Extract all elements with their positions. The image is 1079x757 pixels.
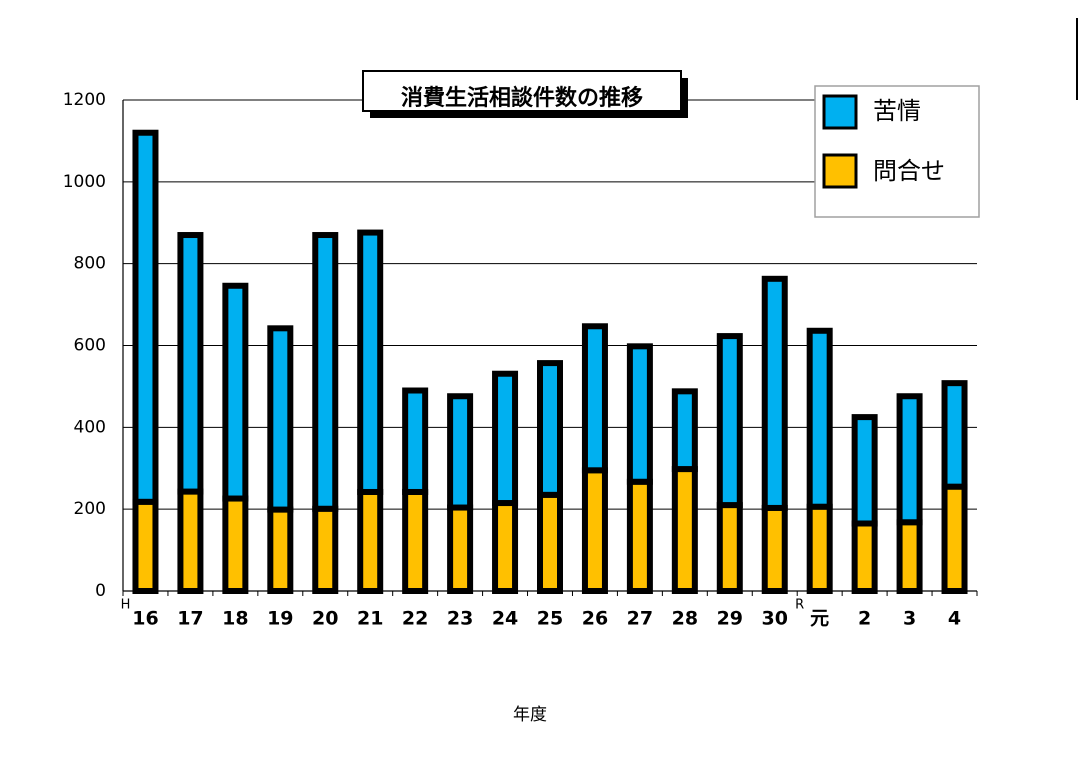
bar-segment-toiawase bbox=[312, 505, 339, 595]
bar-segment-kujo bbox=[447, 393, 474, 511]
y-tick-label: 1200 bbox=[63, 90, 106, 110]
legend-label-toiawase: 問合せ bbox=[873, 157, 945, 185]
y-tick-label: 200 bbox=[74, 499, 106, 519]
era-prefix-label: H bbox=[121, 598, 131, 613]
bar-segment-kujo bbox=[716, 333, 743, 509]
x-tick-label: 19 bbox=[267, 608, 293, 630]
bar-segment-kujo bbox=[851, 414, 878, 527]
x-tick-label: 24 bbox=[492, 608, 518, 630]
x-tick-label: 16 bbox=[132, 608, 158, 630]
bar-segment-toiawase bbox=[581, 467, 608, 595]
y-tick-label: 600 bbox=[74, 336, 106, 356]
legend-swatch-toiawase bbox=[822, 153, 858, 189]
x-tick-label: 2 bbox=[858, 608, 871, 630]
x-tick-label: 25 bbox=[537, 608, 563, 630]
x-tick-label: 21 bbox=[357, 608, 383, 630]
bar-segment-kujo bbox=[761, 275, 788, 511]
y-tick-label: 1000 bbox=[63, 172, 106, 192]
x-tick-label: 4 bbox=[948, 608, 961, 630]
bar-segment-kujo bbox=[267, 325, 294, 513]
y-tick-label: 0 bbox=[95, 581, 106, 601]
bar-segment-toiawase bbox=[851, 520, 878, 594]
bar-segment-kujo bbox=[402, 387, 429, 495]
x-tick-label: 29 bbox=[717, 608, 743, 630]
bar-segment-toiawase bbox=[402, 488, 429, 594]
x-tick-label: 20 bbox=[312, 608, 338, 630]
bar-segment-kujo bbox=[312, 232, 339, 512]
bar-segment-toiawase bbox=[806, 503, 833, 594]
bar-segment-toiawase bbox=[492, 500, 519, 595]
bar-segment-kujo bbox=[222, 282, 249, 502]
x-axis-title: 年度 bbox=[513, 705, 547, 725]
y-tick-label: 400 bbox=[74, 417, 106, 437]
bar-segment-toiawase bbox=[222, 495, 249, 594]
x-tick-label: 23 bbox=[447, 608, 473, 630]
legend-item-toiawase: 問合せ bbox=[822, 153, 945, 189]
bar-segment-toiawase bbox=[447, 504, 474, 594]
legend-label-kujo: 苦情 bbox=[873, 97, 921, 125]
x-tick-label: 30 bbox=[762, 608, 788, 630]
bar-segment-toiawase bbox=[941, 483, 968, 595]
bar-segment-toiawase bbox=[357, 488, 384, 594]
y-tick-label: 800 bbox=[74, 254, 106, 274]
bar-segment-toiawase bbox=[626, 478, 653, 594]
x-tick-label: 3 bbox=[903, 608, 916, 630]
x-tick-label: 22 bbox=[402, 608, 428, 630]
legend-item-kujo: 苦情 bbox=[822, 94, 921, 130]
bar-segment-kujo bbox=[132, 129, 159, 505]
bar-segment-toiawase bbox=[896, 519, 923, 595]
bar-segment-toiawase bbox=[132, 498, 159, 594]
bar-segment-kujo bbox=[896, 393, 923, 526]
bar-segment-toiawase bbox=[537, 491, 563, 594]
x-tick-label: 26 bbox=[582, 608, 608, 630]
bar-segment-kujo bbox=[806, 327, 833, 510]
bar-segment-toiawase bbox=[267, 506, 294, 594]
bar-segment-kujo bbox=[537, 360, 563, 498]
right-edge-line bbox=[1076, 18, 1078, 100]
x-tick-label: 18 bbox=[222, 608, 248, 630]
chart-title-box: 消費生活相談件数の推移 bbox=[362, 70, 688, 118]
bars bbox=[132, 129, 968, 595]
legend-swatch-kujo bbox=[822, 94, 858, 130]
bar-segment-toiawase bbox=[177, 488, 204, 595]
bar-segment-kujo bbox=[581, 323, 608, 474]
bar-segment-toiawase bbox=[716, 502, 743, 595]
x-tick-label: 28 bbox=[672, 608, 698, 630]
x-tick-label: 27 bbox=[627, 608, 653, 630]
x-tick-label: 元 bbox=[810, 608, 829, 630]
bar-segment-kujo bbox=[941, 380, 968, 490]
chart-title: 消費生活相談件数の推移 bbox=[401, 85, 643, 111]
bar-segment-kujo bbox=[357, 229, 384, 495]
bar-segment-kujo bbox=[492, 370, 519, 507]
x-tick-label: 17 bbox=[177, 608, 203, 630]
bar-segment-toiawase bbox=[671, 466, 698, 594]
bar-segment-kujo bbox=[671, 388, 698, 473]
legend: 苦情 問合せ bbox=[814, 85, 980, 218]
axes bbox=[122, 100, 978, 596]
era-prefix-label: R bbox=[795, 598, 804, 613]
bar-segment-kujo bbox=[177, 232, 204, 495]
bar-segment-kujo bbox=[626, 343, 653, 485]
bar-segment-toiawase bbox=[761, 504, 788, 595]
